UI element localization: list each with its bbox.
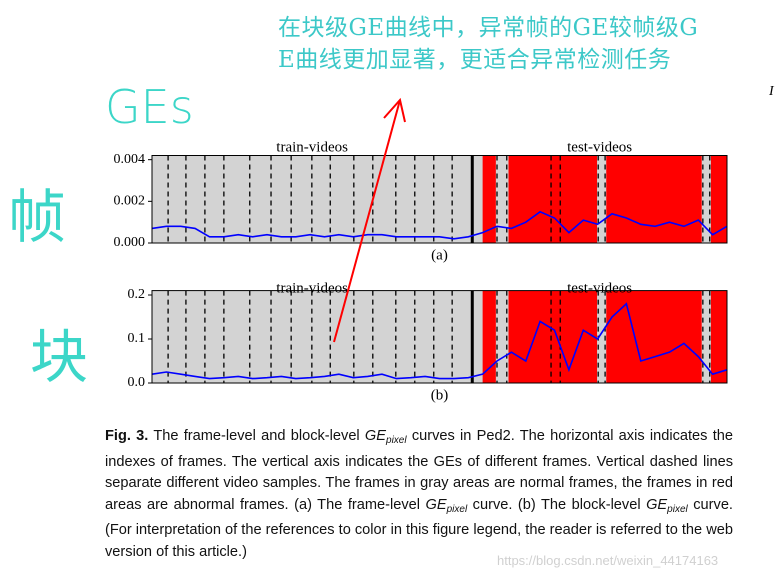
sublabel: (a) (431, 247, 448, 263)
abnormal-area (482, 155, 496, 243)
caption-segment: The frame-level and block-level (148, 428, 365, 444)
region-label: train-videos (276, 139, 348, 155)
y-tick-label: 0.2 (128, 287, 146, 302)
caption-segment: GE (646, 496, 668, 513)
caption-segment: pixel (667, 503, 688, 515)
note-line: 在块级GE曲线中，异常帧的GE较帧级G (278, 15, 699, 41)
y-tick-label: 0.004 (114, 152, 146, 167)
sublabel: (b) (431, 387, 449, 403)
caption-segment: GE (364, 428, 387, 444)
block-label: 块 (30, 323, 89, 391)
region-label: test-videos (567, 139, 632, 155)
region-label: train-videos (276, 280, 348, 296)
abnormal-area (710, 290, 727, 383)
plot-frame (151, 155, 728, 244)
ges-label: GEs (105, 80, 194, 134)
caption: Fig. 3. The frame-level and block-level … (105, 426, 733, 564)
caption-segment: GE (425, 496, 447, 513)
abnormal-area (710, 155, 727, 243)
abnormal-area (482, 290, 496, 383)
y-tick-label: 0.002 (114, 194, 146, 209)
corner-mark: I (769, 84, 774, 99)
abnormal-area (508, 155, 598, 243)
y-tick-label: 0.1 (128, 331, 146, 346)
red-arrow (333, 97, 406, 343)
watermark: https://blog.csdn.net/weixin_44174163 (497, 553, 719, 568)
note-line: E曲线更加显著，更适合异常检测任务 (278, 47, 672, 73)
frame-label: 帧 (8, 183, 67, 251)
caption-segment: curve. (For interpretation of the refere… (105, 496, 733, 560)
region-label: test-videos (567, 280, 632, 296)
caption-segment: Fig. 3. (105, 428, 149, 444)
charts: 0.000 0.002 0.004 train-videos test-videos (a… (114, 139, 728, 403)
figure: 0.000 0.002 0.004 train-videos test-videos (a… (114, 97, 728, 403)
ge-curve (151, 210, 728, 240)
abnormal-area (508, 290, 598, 383)
caption-segment: curves in Ped2. The horizontal axis indi… (105, 428, 733, 513)
y-tick-label: 0.0 (128, 375, 146, 390)
abnormal-area (606, 155, 702, 243)
y-tick-label: 0.000 (114, 235, 146, 250)
caption-segment: curve. (b) The block-level (467, 496, 647, 513)
plot-frame (151, 290, 728, 384)
caption-segment: pixel (446, 503, 468, 515)
ge-curve (151, 302, 728, 380)
caption-segment: pixel (386, 435, 407, 446)
abnormal-area (606, 290, 702, 383)
